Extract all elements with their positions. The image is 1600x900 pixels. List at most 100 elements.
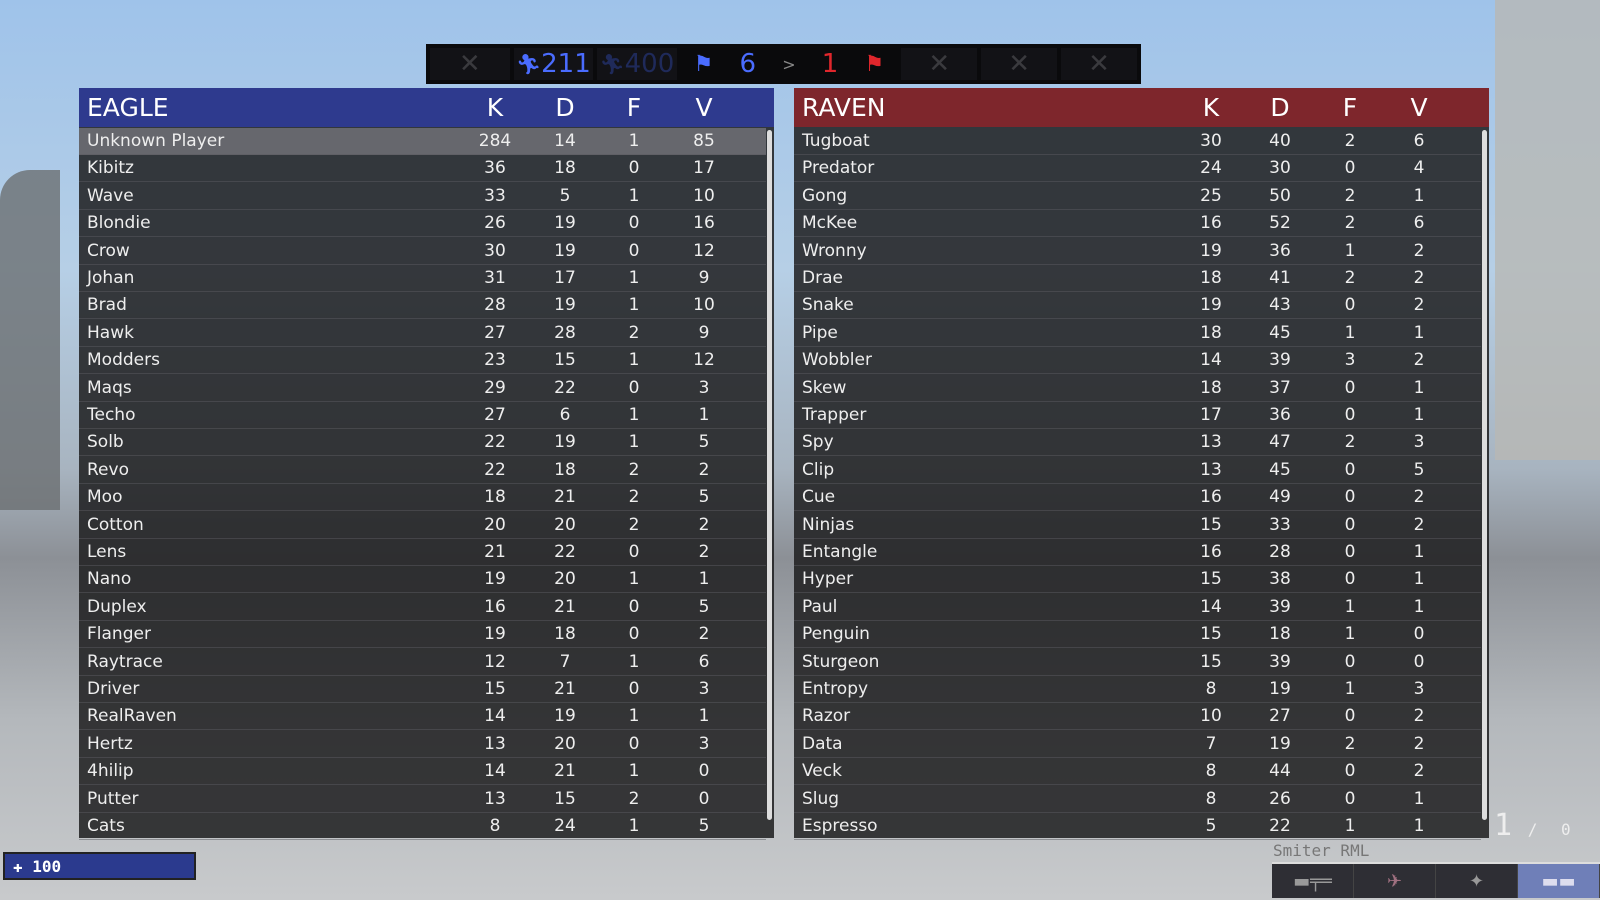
ammo-reserve: 0 (1560, 820, 1571, 839)
player-row[interactable]: Cotton 20 20 2 2 (79, 512, 766, 539)
player-row[interactable]: Cats 8 24 1 5 (79, 813, 766, 840)
player-row[interactable]: Hawk 27 28 2 9 (79, 320, 766, 347)
deaths: 36 (1269, 240, 1291, 261)
vehicles: 6 (1413, 213, 1425, 234)
deaths: 43 (1269, 295, 1291, 316)
deaths: 19 (554, 213, 576, 234)
player-row[interactable]: Flanger 19 18 0 2 (79, 621, 766, 649)
player-row[interactable]: Entropy 8 19 1 3 (794, 676, 1481, 703)
player-row[interactable]: Lens 21 22 0 2 (79, 539, 766, 566)
player-row[interactable]: RealRaven 14 19 1 1 (79, 703, 766, 731)
player-row[interactable]: 4hilip 14 21 1 0 (79, 758, 766, 786)
player-row[interactable]: Pipe 18 45 1 1 (794, 320, 1481, 347)
player-row[interactable]: Modders 23 15 1 12 (79, 347, 766, 375)
player-row[interactable]: McKee 16 52 2 6 (794, 210, 1481, 238)
flags: 0 (1344, 542, 1356, 562)
player-row[interactable]: Slug 8 26 0 1 (794, 786, 1481, 813)
player-row[interactable]: Raytrace 12 7 1 6 (79, 649, 766, 676)
launcher-icon[interactable]: ▬▬ (1518, 864, 1600, 898)
vehicles: 2 (1413, 487, 1425, 508)
player-row[interactable]: Predator 24 30 0 4 (794, 155, 1481, 183)
flags: 1 (1344, 240, 1356, 261)
flags: 1 (628, 268, 640, 288)
player-row[interactable]: Veck 8 44 0 2 (794, 758, 1481, 786)
player-row[interactable]: Spy 13 47 2 3 (794, 429, 1481, 457)
player-row[interactable]: Wobbler 14 39 3 2 (794, 347, 1481, 375)
player-row[interactable]: Cue 16 49 0 2 (794, 484, 1481, 512)
player-row[interactable]: Driver 15 21 0 3 (79, 676, 766, 703)
flags: 0 (628, 213, 640, 234)
player-row[interactable]: Entangle 16 28 0 1 (794, 539, 1481, 566)
player-name: Slug (802, 788, 840, 809)
flags: 2 (1344, 432, 1356, 453)
player-row[interactable]: Hyper 15 38 0 1 (794, 566, 1481, 594)
col-flags: F (626, 93, 642, 122)
player-row[interactable]: Wave 33 5 1 10 (79, 183, 766, 210)
player-row[interactable]: Nano 19 20 1 1 (79, 566, 766, 594)
kills: 29 (484, 377, 506, 398)
player-row[interactable]: Hertz 13 20 0 3 (79, 731, 766, 758)
rifle-icon[interactable]: ▬╤═ (1272, 864, 1354, 898)
player-row[interactable]: Johan 31 17 1 9 (79, 265, 766, 292)
player-row[interactable]: Moo 18 21 2 5 (79, 484, 766, 512)
wings-icon[interactable]: ✈ (1354, 864, 1436, 898)
player-row[interactable]: Data 7 19 2 2 (794, 731, 1481, 758)
player-row[interactable]: Unknown Player 284 14 1 85 (79, 128, 766, 155)
scrollbar[interactable] (1482, 130, 1487, 820)
kills: 31 (484, 268, 506, 288)
flags: 1 (628, 350, 640, 371)
kills: 19 (484, 569, 506, 590)
player-row[interactable]: Putter 13 15 2 0 (79, 786, 766, 813)
player-name: Trapper (802, 405, 867, 425)
vehicles: 5 (698, 432, 710, 453)
flags: 1 (628, 761, 640, 782)
player-row[interactable]: Solb 22 19 1 5 (79, 429, 766, 457)
player-row[interactable]: Espresso 5 22 1 1 (794, 813, 1481, 840)
player-row[interactable]: Snake 19 43 0 2 (794, 292, 1481, 320)
kills: 18 (1200, 268, 1222, 288)
player-row[interactable]: Techo 27 6 1 1 (79, 402, 766, 429)
empty-slot: ✕ (430, 48, 510, 80)
col-kills: K (1202, 93, 1220, 122)
flags: 0 (628, 679, 640, 699)
player-row[interactable]: Sturgeon 15 39 0 0 (794, 649, 1481, 676)
player-row[interactable]: Brad 28 19 1 10 (79, 292, 766, 320)
player-row[interactable]: Drae 18 41 2 2 (794, 265, 1481, 292)
player-row[interactable]: Wronny 19 36 1 2 (794, 238, 1481, 265)
player-row[interactable]: Maqs 29 22 0 3 (79, 375, 766, 402)
vehicles: 2 (1413, 761, 1425, 782)
kills: 16 (1200, 487, 1222, 508)
vehicles: 0 (698, 761, 710, 782)
player-name: Flanger (87, 624, 151, 645)
kills: 30 (1200, 131, 1222, 151)
vehicles: 3 (698, 733, 710, 754)
player-name: Hyper (802, 569, 854, 590)
deaths: 40 (1269, 131, 1291, 151)
player-row[interactable]: Kibitz 36 18 0 17 (79, 155, 766, 183)
player-row[interactable]: Penguin 15 18 1 0 (794, 621, 1481, 649)
player-row[interactable]: Ninjas 15 33 0 2 (794, 512, 1481, 539)
player-name: Solb (87, 432, 124, 453)
kills: 8 (489, 816, 501, 836)
ammo-counter: 1 / 0 (1494, 808, 1571, 843)
player-row[interactable]: Razor 10 27 0 2 (794, 703, 1481, 731)
player-row[interactable]: Gong 25 50 2 1 (794, 183, 1481, 210)
player-row[interactable]: Duplex 16 21 0 5 (79, 594, 766, 621)
deaths: 20 (554, 514, 576, 535)
player-row[interactable]: Clip 13 45 0 5 (794, 457, 1481, 484)
col-vehicles: V (695, 93, 713, 122)
kills: 14 (1200, 596, 1222, 617)
player-row[interactable]: Paul 14 39 1 1 (794, 594, 1481, 621)
player-row[interactable]: Skew 18 37 0 1 (794, 375, 1481, 402)
player-row[interactable]: Trapper 17 36 0 1 (794, 402, 1481, 429)
player-row[interactable]: Blondie 26 19 0 16 (79, 210, 766, 238)
flags: 2 (1344, 185, 1356, 206)
plane-icon[interactable]: ✦ (1436, 864, 1518, 898)
player-row[interactable]: Crow 30 19 0 12 (79, 238, 766, 265)
scrollbar[interactable] (767, 130, 772, 820)
player-name: Raytrace (87, 651, 163, 672)
player-row[interactable]: Tugboat 30 40 2 6 (794, 128, 1481, 155)
player-name: Gong (802, 185, 848, 206)
kills: 5 (1205, 816, 1217, 836)
player-row[interactable]: Revo 22 18 2 2 (79, 457, 766, 484)
